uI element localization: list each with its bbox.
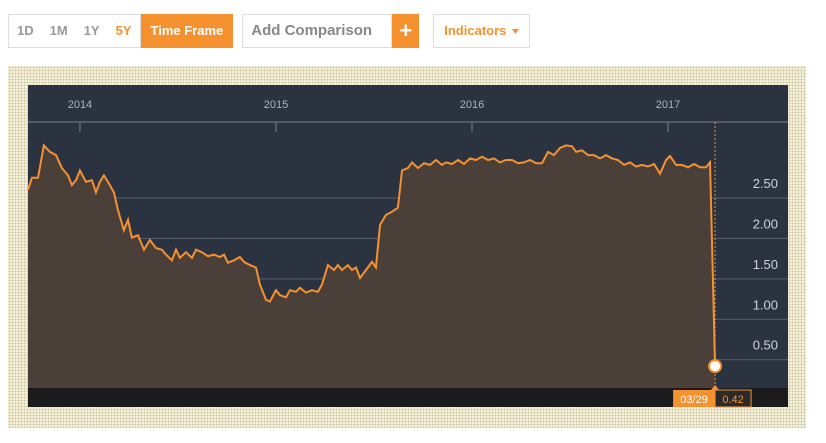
x-tick-label: 2015 (264, 99, 288, 111)
y-tick-label: 1.50 (753, 257, 778, 272)
range-button[interactable]: 5Y (115, 23, 132, 38)
indicators-label: Indicators (444, 23, 507, 38)
range-button[interactable]: 1D (17, 23, 34, 38)
y-tick-label: 2.50 (753, 176, 778, 191)
range-button[interactable]: 1Y (83, 23, 100, 38)
last-point (708, 359, 723, 374)
dropdown-arrow (512, 28, 520, 34)
date-label: 03/29 (680, 394, 708, 406)
range-button[interactable]: 1M (49, 23, 68, 38)
y-tick-label: 0.50 (753, 338, 778, 353)
comparison-input[interactable]: Add Comparison (242, 14, 393, 48)
line (27, 143, 717, 367)
value-box (714, 389, 752, 408)
x-tick-label: 2014 (68, 99, 92, 111)
y-tick-label: 1.00 (753, 297, 778, 312)
y-tick-label: 2.00 (753, 216, 778, 231)
x-tick-label: 2017 (656, 99, 680, 111)
x-tick-label: 2016 (460, 99, 484, 111)
time-frame-button[interactable]: Time Frame (140, 14, 234, 48)
indicators-button[interactable]: Indicators (433, 14, 531, 48)
range-buttons: 1D 1M 1Y 5Y (8, 14, 141, 48)
area (28, 145, 716, 388)
toolbar: 1D 1M 1Y 5Y Time Frame Add Comparison + … (8, 14, 531, 48)
value-label: 0.42 (722, 394, 743, 406)
bottom-strip (28, 388, 788, 407)
date-box (673, 390, 716, 407)
add-button[interactable]: + (392, 14, 420, 48)
